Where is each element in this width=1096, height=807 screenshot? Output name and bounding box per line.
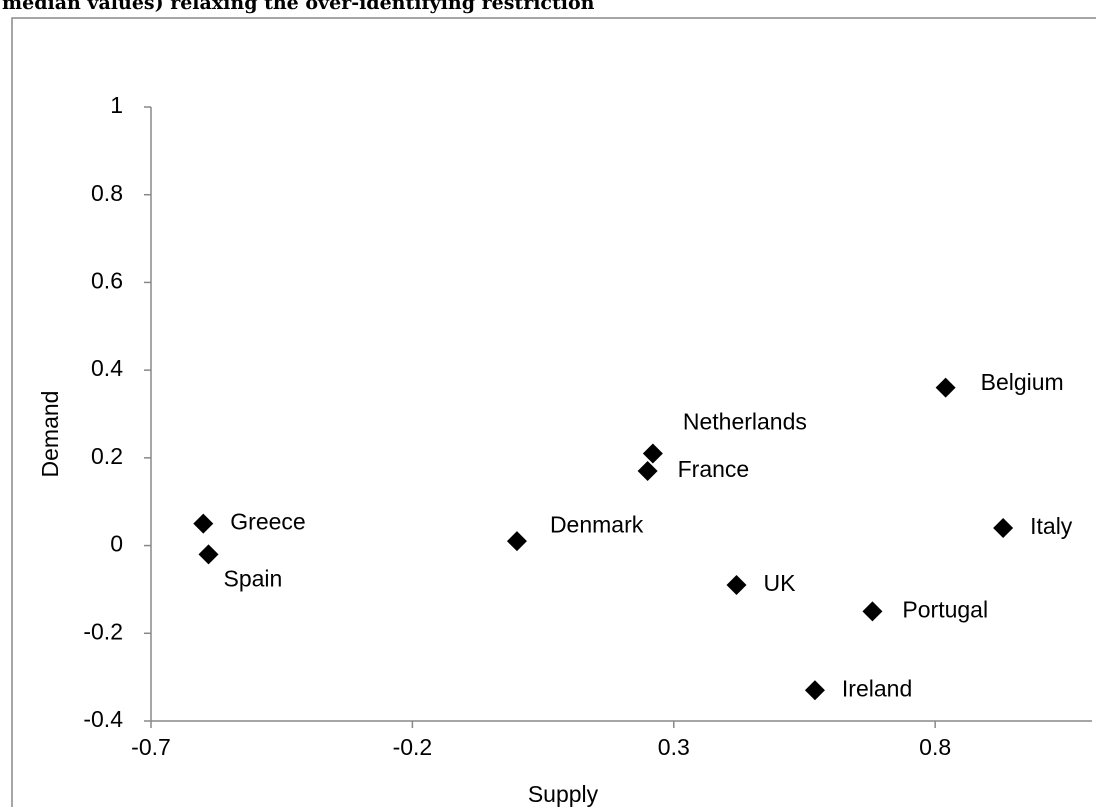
point (506, 531, 527, 552)
point-label: Portugal (902, 596, 988, 622)
point-label: Spain (224, 565, 283, 591)
point (198, 544, 219, 565)
point-label: Denmark (550, 511, 644, 537)
x-tick-label: 0.3 (658, 734, 690, 760)
point (642, 443, 663, 464)
chart-title: median values) relaxing the over-identif… (2, 0, 595, 14)
y-tick-label: -0.2 (83, 618, 123, 644)
point (804, 680, 825, 701)
point (993, 518, 1014, 539)
point-label: Netherlands (683, 409, 807, 435)
x-tick-label: -0.7 (131, 734, 171, 760)
x-axis-label: Supply (528, 781, 599, 807)
y-tick-label: 0.6 (91, 268, 123, 294)
y-tick-label: 0 (110, 531, 123, 557)
point (935, 377, 956, 398)
point-label: Belgium (981, 369, 1064, 395)
y-axis-label: Demand (37, 391, 63, 478)
point-label: UK (764, 570, 797, 596)
point-label: Italy (1030, 513, 1073, 539)
point-label: Ireland (842, 675, 912, 701)
point-label: Greece (230, 509, 305, 535)
point-label: France (678, 456, 750, 482)
x-tick-label: -0.2 (393, 734, 433, 760)
point (862, 601, 883, 622)
point (726, 575, 747, 596)
y-tick-label: 0.2 (91, 443, 123, 469)
y-tick-label: 0.4 (91, 355, 123, 381)
y-tick-label: -0.4 (83, 706, 123, 732)
y-tick-label: 0.8 (91, 180, 123, 206)
point (193, 513, 214, 534)
point (637, 461, 658, 482)
x-tick-label: 0.8 (919, 734, 951, 760)
y-tick-label: 1 (110, 92, 123, 118)
chart-frame (11, 17, 1096, 807)
